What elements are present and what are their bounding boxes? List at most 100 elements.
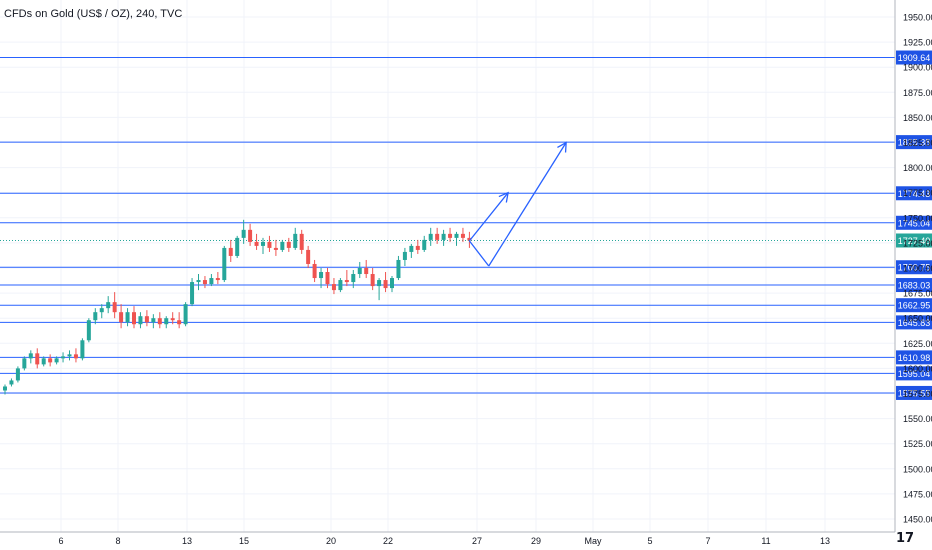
price-level-label: 1610.98 [898,353,931,363]
price-level-badge [896,385,932,400]
candle-body [338,280,343,291]
candle-body [273,247,278,250]
price-level-label: 1645.83 [898,318,931,328]
candle-body [422,239,427,250]
candle-body [383,280,388,289]
candle-body [125,312,130,323]
price-level-badge [896,278,932,293]
price-level-badge [896,298,932,313]
chart-grid [0,0,895,532]
candle-body [467,237,472,241]
candle-body [196,280,201,283]
projection-arrowhead [557,141,567,153]
projection-segment [488,142,567,267]
candle-body [325,272,330,285]
candle-body [144,316,149,323]
price-level-label: 1662.95 [898,301,931,311]
x-tick-label: 7 [705,536,710,546]
y-tick-label: 1900.00 [903,63,932,73]
candle-body [454,233,459,238]
x-tick-label: 8 [115,536,120,546]
candle-body [228,247,233,256]
y-tick-label: 1525.00 [903,439,932,449]
candle-body [344,280,349,283]
candle-body [299,233,304,250]
y-tick-label: 1825.00 [903,138,932,148]
candle-body [351,274,356,283]
price-level-label: 1774.43 [898,189,931,199]
price-level-label: 1909.64 [898,53,931,63]
projection-arrowhead [498,191,509,203]
price-level-badge [896,186,932,201]
y-tick-label: 1800.00 [903,163,932,173]
candle-body [396,259,401,279]
tradingview-logo-icon[interactable]: 17 [896,531,915,546]
chart-title: CFDs on Gold (US$ / OZ), 240, TVC [4,8,183,20]
candle-body [286,241,291,248]
y-tick-label: 1750.00 [903,213,932,223]
price-level-badge [896,260,932,275]
y-tick-label: 1475.00 [903,489,932,499]
candle-body [415,245,420,250]
candle-body [119,312,124,323]
candle-body [86,320,91,341]
y-tick-label: 1600.00 [903,364,932,374]
y-tick-label: 1500.00 [903,464,932,474]
candle-body [261,241,265,246]
candle-body [3,386,7,391]
price-level-badge [896,135,932,150]
candle-body [164,318,169,325]
x-tick-label: 29 [531,536,541,546]
candle-body [28,353,33,359]
y-tick-label: 1925.00 [903,38,932,48]
x-tick-label: 27 [472,536,482,546]
y-tick-label: 1775.00 [903,188,932,198]
candle-body [254,241,259,246]
candle-body [61,356,66,359]
candle-body [93,312,98,321]
candle-body [241,229,246,238]
price-level-label: 1575.55 [898,388,931,398]
price-level-badge [896,50,932,65]
candlestick-series [3,219,472,395]
candle-body [448,233,453,238]
candle-body [319,272,324,279]
x-tick-label: 13 [820,536,830,546]
price-level-badge [896,350,932,365]
last-price-badge [896,233,932,248]
price-level-label: 1700.75 [898,263,931,273]
y-tick-label: 1650.00 [903,314,932,324]
candle-body [22,358,27,369]
candle-body [390,278,394,289]
candle-body [209,278,214,285]
candle-body [202,280,207,285]
candle-body [99,308,104,313]
y-tick-label: 1700.00 [903,264,932,274]
candle-body [106,302,111,309]
candle-body [222,247,227,281]
y-tick-label: 1550.00 [903,414,932,424]
candle-body [48,358,53,363]
price-level-lines: 1909.64 1825.38 1774.43 1745.04 1700.75 1683.… [0,50,932,400]
candle-body [183,304,188,325]
candle-body [9,380,14,385]
candle-body [151,318,156,323]
projection-segment [468,192,509,242]
candle-body [190,282,195,305]
candle-body [428,233,433,240]
candle-body [132,312,136,325]
candle-body [280,241,285,250]
candle-body [170,318,175,321]
candle-body [54,358,59,363]
projection-arrows [468,141,567,267]
candle-body [35,353,40,365]
x-tick-label: 13 [182,536,192,546]
candle-body [435,233,440,240]
x-tick-label: 22 [383,536,393,546]
price-level-label: 1595.04 [898,369,931,379]
x-tick-label: May [584,536,602,546]
candle-body [248,229,253,242]
candle-body [312,263,317,279]
x-tick-label: 15 [239,536,249,546]
